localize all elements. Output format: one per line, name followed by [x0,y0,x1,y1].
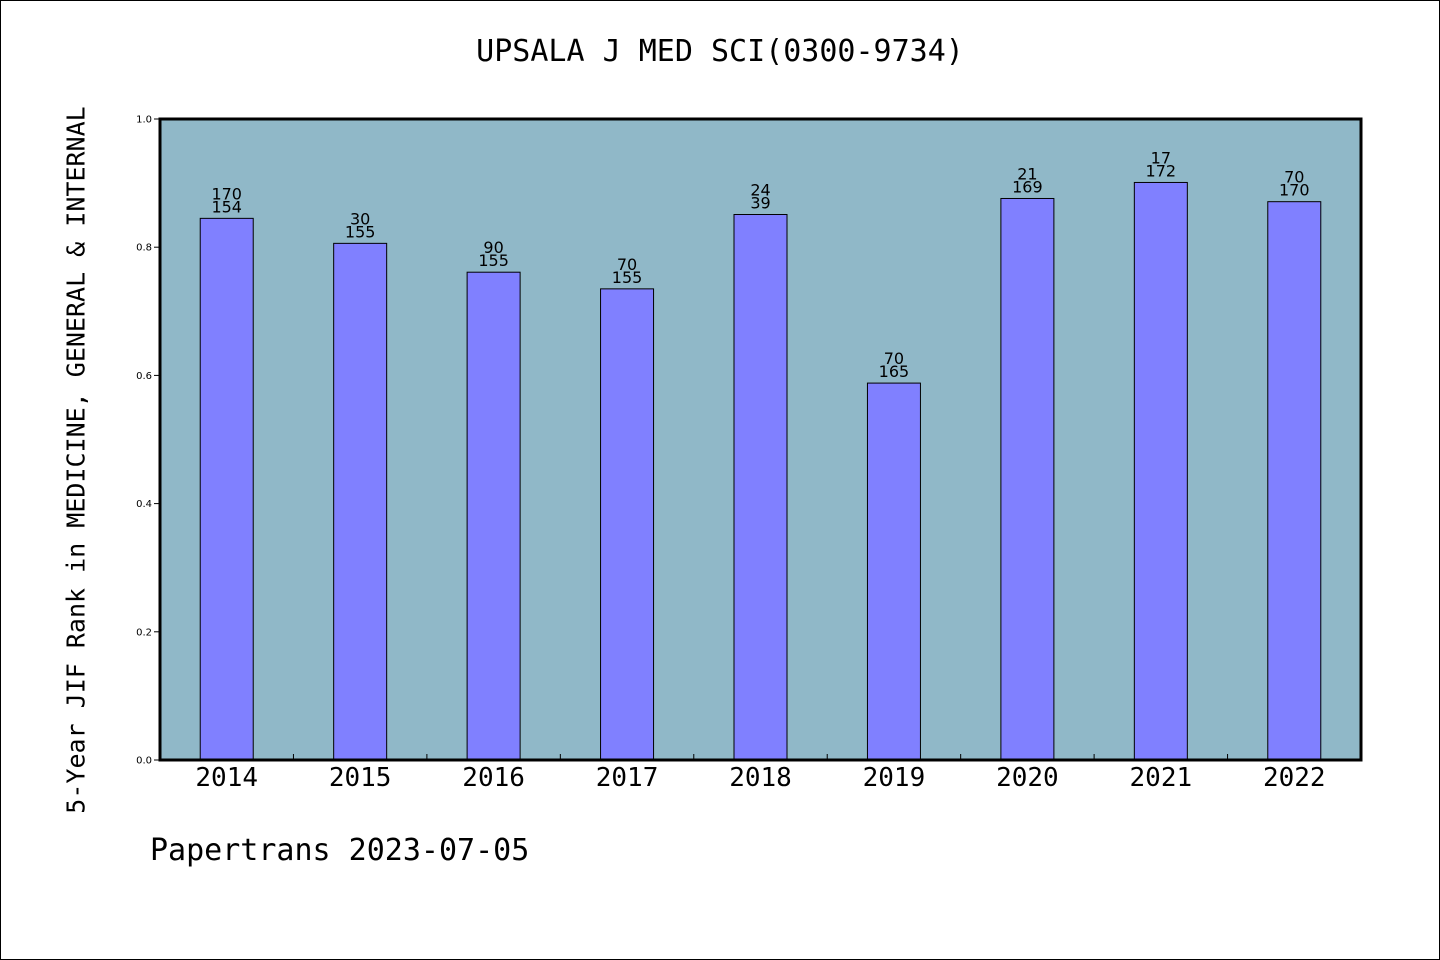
bar-label-top: 90 [483,238,503,257]
x-tick-label: 2015 [329,763,392,793]
bar-label-bottom: 155 [345,222,376,241]
bar-label-bottom: 155 [478,251,509,270]
bar [733,214,788,761]
bar-label-top: 70 [617,255,637,274]
bar-label-top: 70 [884,349,904,368]
bar [600,288,655,761]
bar [866,382,921,761]
plot-border [158,117,1363,762]
x-tick-label: 2014 [195,763,258,793]
bar [466,271,521,761]
chart-title: UPSALA J MED SCI(0300-9734) [476,34,964,69]
y-ticks-group: 0.0 0.2 0.4 0.6 0.8 1.0 [136,115,160,767]
bar-label-bottom: 155 [612,268,643,287]
bar-label-bottom: 165 [879,362,910,381]
y-tick-label: 0.0 [136,756,152,767]
x-tick-label: 2019 [863,763,926,793]
y-tick-label: 0.2 [136,627,152,638]
x-tick-label: 2016 [462,763,525,793]
x-tick-label: 2017 [596,763,659,793]
bar [1133,181,1188,761]
bar-label-bottom: 154 [211,197,242,216]
bar-label-top: 70 [1284,168,1304,187]
x-ticks-group: 2014 2015 2016 2017 2018 2019 2020 2021 2022 [195,754,1326,793]
x-tick-label: 2020 [996,763,1059,793]
bar-label-top: 24 [750,181,770,200]
footer-credit: Papertrans 2023-07-05 [150,833,530,868]
x-tick-label: 2022 [1263,763,1326,793]
bar [1000,197,1055,761]
bar [1267,201,1322,761]
bar-label-top: 21 [1017,164,1037,183]
bar-label-top: 30 [350,209,370,228]
bar-label-bottom: 169 [1012,177,1043,196]
bar [199,217,254,761]
bar [333,242,388,761]
y-tick-label: 0.8 [136,243,152,254]
bar-label-top: 170 [211,184,242,203]
bar-label-bottom: 39 [750,194,770,213]
y-tick-label: 0.4 [136,499,152,510]
y-tick-label: 0.6 [136,371,152,382]
bar-label-bottom: 170 [1279,181,1310,200]
bar-label-bottom: 172 [1146,161,1177,180]
x-tick-label: 2021 [1130,763,1193,793]
bar-label-top: 17 [1151,148,1171,167]
y-tick-label: 1.0 [136,115,152,126]
x-tick-label: 2018 [729,763,792,793]
